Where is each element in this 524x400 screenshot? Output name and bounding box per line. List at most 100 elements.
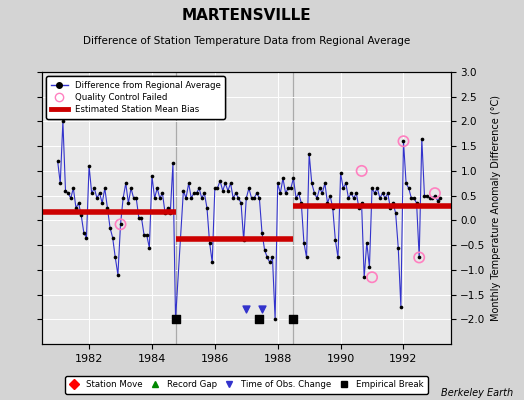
Point: [357, 168, 366, 174]
Point: [150, 195, 159, 201]
Point: [158, 190, 167, 196]
Legend: Station Move, Record Gap, Time of Obs. Change, Empirical Break: Station Move, Record Gap, Time of Obs. C…: [65, 376, 428, 394]
Point: [381, 195, 389, 201]
Point: [397, 304, 405, 310]
Point: [132, 195, 140, 201]
Point: [250, 195, 258, 201]
Point: [53, 158, 62, 164]
Point: [368, 274, 376, 280]
Point: [59, 118, 67, 125]
Point: [399, 138, 408, 144]
Point: [405, 185, 413, 192]
Point: [412, 200, 421, 206]
Point: [281, 190, 290, 196]
Point: [300, 240, 308, 246]
Point: [108, 234, 117, 241]
Point: [423, 192, 431, 199]
Point: [182, 195, 190, 201]
Point: [321, 180, 329, 186]
Point: [258, 306, 266, 312]
Point: [418, 136, 426, 142]
Legend: Difference from Regional Average, Quality Control Failed, Estimated Station Mean: Difference from Regional Average, Qualit…: [46, 76, 225, 119]
Point: [355, 205, 363, 211]
Point: [203, 205, 211, 211]
Point: [289, 175, 298, 182]
Point: [88, 190, 96, 196]
Point: [378, 190, 387, 196]
Point: [171, 316, 180, 322]
Point: [365, 264, 374, 270]
Point: [253, 190, 261, 196]
Point: [119, 195, 127, 201]
Point: [373, 185, 381, 192]
Point: [268, 254, 277, 261]
Point: [211, 185, 219, 192]
Point: [271, 316, 279, 322]
Point: [336, 170, 345, 176]
Point: [344, 195, 353, 201]
Point: [431, 192, 439, 199]
Point: [339, 185, 347, 192]
Point: [310, 190, 319, 196]
Point: [82, 234, 91, 241]
Point: [370, 190, 379, 196]
Point: [77, 212, 85, 219]
Point: [260, 247, 269, 253]
Point: [232, 190, 240, 196]
Point: [156, 195, 164, 201]
Point: [143, 232, 151, 238]
Point: [93, 195, 101, 201]
Point: [274, 180, 282, 186]
Point: [116, 221, 125, 228]
Point: [98, 200, 106, 206]
Point: [140, 232, 148, 238]
Point: [394, 244, 402, 251]
Point: [323, 200, 332, 206]
Point: [90, 185, 99, 192]
Point: [64, 190, 72, 196]
Point: [80, 230, 88, 236]
Point: [276, 190, 285, 196]
Point: [402, 180, 410, 186]
Point: [145, 244, 154, 251]
Point: [266, 259, 274, 266]
Point: [129, 195, 138, 201]
Point: [169, 160, 177, 167]
Point: [294, 190, 303, 196]
Point: [213, 185, 222, 192]
Point: [279, 175, 287, 182]
Point: [313, 195, 321, 201]
Point: [61, 188, 70, 194]
Point: [74, 200, 83, 206]
Point: [334, 254, 342, 261]
Point: [103, 205, 112, 211]
Point: [226, 180, 235, 186]
Point: [350, 195, 358, 201]
Point: [431, 190, 439, 196]
Point: [420, 192, 429, 199]
Point: [221, 180, 230, 186]
Point: [329, 205, 337, 211]
Point: [410, 195, 418, 201]
Point: [67, 195, 75, 201]
Point: [122, 180, 130, 186]
Point: [415, 254, 423, 261]
Point: [187, 195, 195, 201]
Text: Berkeley Earth: Berkeley Earth: [441, 388, 514, 398]
Point: [389, 200, 397, 206]
Point: [255, 195, 264, 201]
Point: [161, 210, 169, 216]
Point: [239, 237, 248, 243]
Point: [415, 254, 423, 261]
Point: [258, 230, 266, 236]
Point: [85, 163, 93, 169]
Text: MARTENSVILLE: MARTENSVILLE: [181, 8, 311, 23]
Point: [208, 259, 216, 266]
Point: [229, 195, 237, 201]
Point: [399, 138, 408, 144]
Point: [357, 200, 366, 206]
Point: [242, 195, 250, 201]
Point: [308, 180, 316, 186]
Point: [171, 316, 180, 322]
Point: [198, 195, 206, 201]
